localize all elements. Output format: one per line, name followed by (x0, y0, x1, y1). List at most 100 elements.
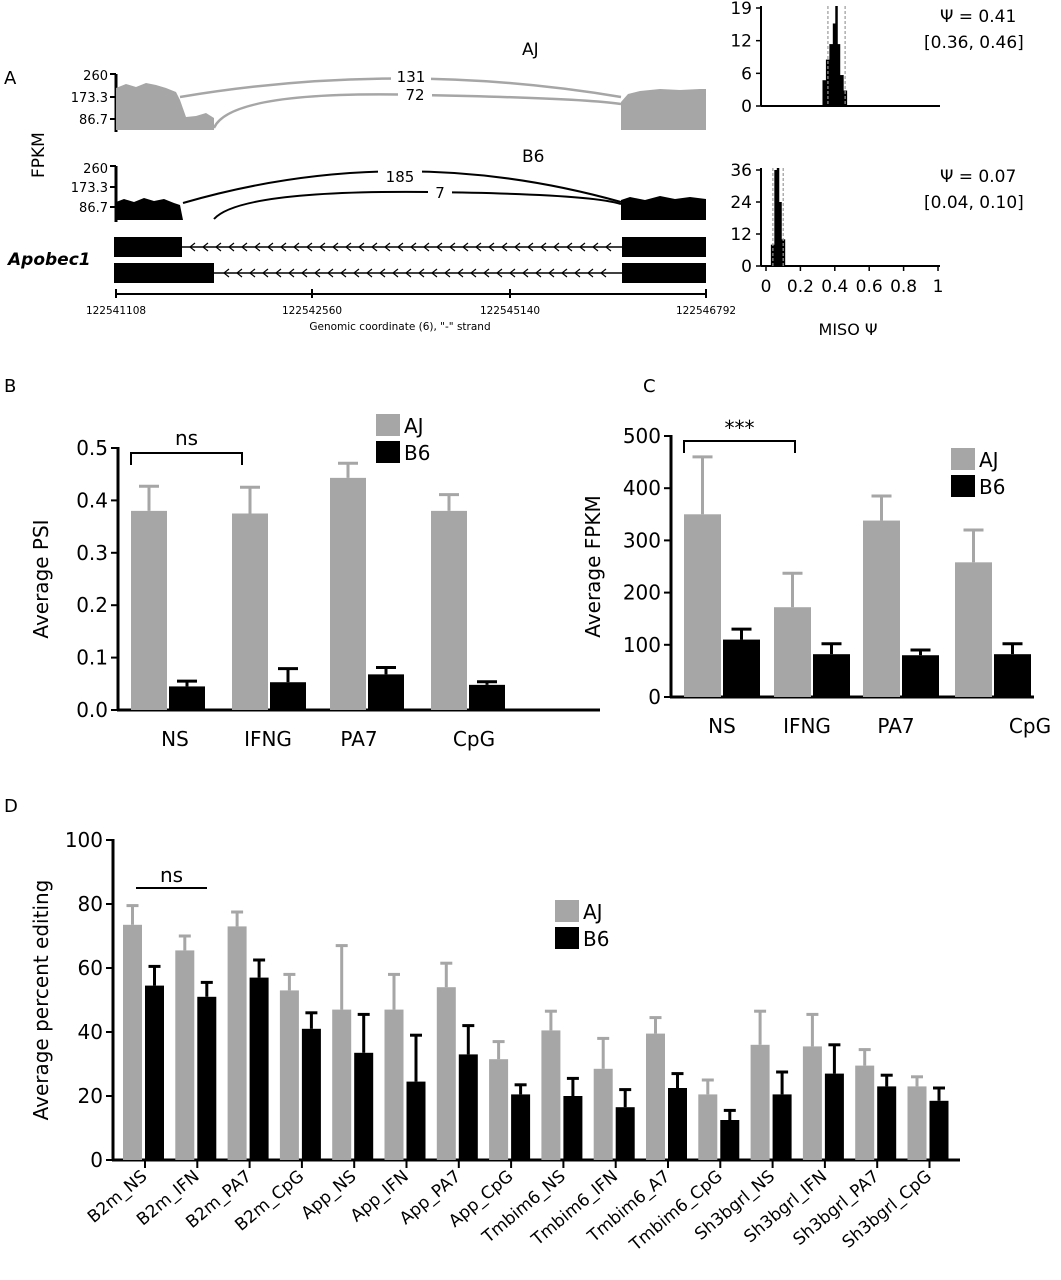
y-tick-label: 80 (78, 892, 103, 916)
x-tick-label: PA7 (877, 714, 914, 738)
strand-chevron (423, 242, 430, 252)
bar-aj (279, 990, 299, 1160)
strand-chevron (574, 268, 581, 278)
strand-chevron (353, 268, 360, 278)
miso-hist-bar (829, 44, 834, 106)
x-tick-label: CpG (453, 727, 495, 751)
strand-chevron (254, 242, 261, 252)
strand-chevron (475, 242, 482, 252)
bar-aj (131, 510, 167, 710)
legend-swatch-b6 (555, 927, 579, 949)
y-tick-label: 0.4 (76, 488, 108, 512)
miso-x-title: MISO Ψ (819, 320, 878, 339)
strand-chevron (509, 268, 516, 278)
bar-b6 (169, 686, 205, 710)
bar-aj (698, 1094, 718, 1160)
bar-aj (123, 924, 142, 1160)
strand-chevron (553, 242, 560, 252)
b6-junction-arc-2 (213, 190, 622, 220)
b6-junction-count-2: 7 (435, 184, 445, 202)
strand-chevron (384, 242, 391, 252)
strand-chevron (600, 268, 607, 278)
y-tick-label: 100 (623, 633, 661, 657)
miso-hist-bar (774, 170, 779, 266)
x-tick-label: NS (708, 714, 736, 738)
bar-aj (863, 520, 900, 697)
y-tick-label: 0.3 (76, 541, 108, 565)
bar-aj (907, 1086, 927, 1160)
strand-chevron (293, 242, 300, 252)
y-tick-label: 0 (90, 1148, 103, 1172)
y-tick-label: 0.1 (76, 646, 108, 670)
legend-label-aj: AJ (583, 900, 603, 924)
strand-chevron (561, 268, 568, 278)
isoform-2 (114, 263, 706, 283)
strand-chevron (587, 268, 594, 278)
strand-chevron (418, 268, 425, 278)
legend-label-b6: B6 (979, 475, 1005, 499)
strand-chevron (215, 242, 222, 252)
miso-x-tick-label: 0.2 (787, 277, 814, 297)
y-tick-label: 60 (78, 956, 103, 980)
strand-chevron (405, 268, 412, 278)
strand-chevron (566, 242, 573, 252)
y-tick-label: 100 (65, 828, 103, 852)
aj-track: AJ 260 173.3 86.7 131 72 (71, 40, 706, 132)
miso-x-axis: 0 0.2 0.4 0.6 0.8 1 (761, 266, 944, 297)
strand-chevron (470, 268, 477, 278)
strand-chevron (457, 268, 464, 278)
legend-label-aj: AJ (404, 414, 424, 438)
miso-x-tick-label: 1 (933, 277, 944, 297)
bar-b6 (902, 655, 939, 697)
b6-junction-count-1: 185 (386, 168, 415, 186)
x-tick-label: IFNG (244, 727, 292, 751)
strand-chevron (340, 268, 347, 278)
aj-ytick-260: 260 (83, 69, 108, 84)
genomic-tick-4: 122546792 (676, 305, 736, 317)
bar-aj (489, 1059, 509, 1160)
strand-chevron (236, 268, 243, 278)
fpkm-axis-title: FPKM (29, 132, 49, 178)
strand-chevron (345, 242, 352, 252)
isoform-1 (114, 237, 706, 257)
strand-chevron (483, 268, 490, 278)
bar-aj (955, 562, 992, 697)
miso-aj-psi: Ψ = 0.41 (940, 7, 1016, 27)
bar-aj (332, 1009, 352, 1160)
strand-chevron (288, 268, 295, 278)
x-tick-label: Sh3bgrl_CpG (839, 1167, 936, 1253)
aj-ytick-86: 86.7 (79, 113, 108, 128)
strand-chevron (314, 268, 321, 278)
miso-y-tick-label: 0 (741, 257, 752, 277)
strand-chevron (379, 268, 386, 278)
significance-label: ns (175, 426, 198, 450)
miso-y-tick-label: 6 (741, 64, 752, 84)
strand-chevron (436, 242, 443, 252)
miso-y-tick-label: 12 (730, 225, 752, 245)
x-tick-label: NS (161, 727, 189, 751)
strand-chevron (535, 268, 542, 278)
bar-b6 (929, 1100, 949, 1160)
strand-chevron (267, 242, 274, 252)
bar-aj (684, 514, 721, 697)
miso-hist-bar (839, 75, 844, 106)
miso-x-tick-label: 0.8 (890, 277, 917, 297)
panel-label: C (643, 376, 656, 397)
strand-chevron (462, 242, 469, 252)
panel-label: B (4, 376, 16, 397)
miso-y-tick-label: 24 (730, 193, 752, 213)
bar-aj (750, 1044, 770, 1160)
significance-bracket (130, 452, 243, 465)
x-tick-label: IFNG (783, 714, 831, 738)
legend-label-aj: AJ (979, 448, 999, 472)
bar-b6 (994, 654, 1031, 697)
strand-chevron (241, 242, 248, 252)
x-tick-label: PA7 (340, 727, 377, 751)
genomic-tick-3: 122545140 (480, 305, 540, 317)
miso-b6-ci: [0.04, 0.10] (924, 193, 1024, 213)
aj-ytick-173: 173.3 (71, 91, 108, 106)
miso-y-tick-label: 19 (730, 0, 752, 19)
strand-chevron (496, 268, 503, 278)
genomic-tick-2: 122542560 (282, 305, 342, 317)
